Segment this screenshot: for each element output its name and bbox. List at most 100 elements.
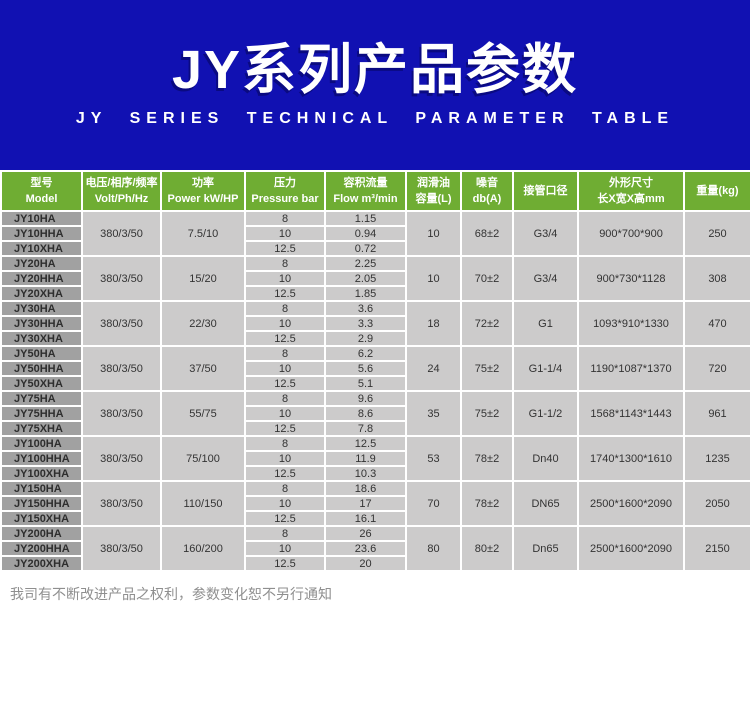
model-cell: JY200XHA: [0, 555, 83, 572]
power-cell: 7.5/10: [160, 210, 246, 257]
model-cell: JY50HA: [0, 345, 83, 362]
weight-cell: 720: [683, 345, 750, 392]
oil-capacity-cell: 10: [405, 255, 462, 302]
model-cell: JY100HHA: [0, 450, 83, 467]
page-subtitle: JY SERIES TECHNICAL PARAMETER TABLE: [75, 110, 675, 127]
oil-capacity-cell: 24: [405, 345, 462, 392]
table-row: JY150HHA 10 17: [0, 495, 750, 512]
pressure-cell: 10: [244, 225, 326, 242]
model-cell: JY100HA: [0, 435, 83, 452]
voltage-cell: 380/3/50: [81, 345, 162, 392]
table-row: JY50HA 380/3/50 37/50 8 6.2 24 75±2 G1-1/4 1190*…: [0, 345, 750, 392]
column-header-sublabel: Model: [25, 193, 58, 205]
flow-cell: 5.6: [324, 360, 407, 377]
pressure-cell: 8: [244, 255, 326, 272]
noise-cell: 72±2: [460, 300, 514, 347]
column-header-label: 接管口径: [523, 184, 568, 197]
model-cell: JY10HHA: [0, 225, 83, 242]
dimensions-cell: 2500*1600*2090: [577, 480, 685, 527]
model-cell: JY30HA: [0, 300, 83, 317]
noise-cell: 70±2: [460, 255, 514, 302]
column-header-label: 功率: [192, 176, 214, 189]
page-title: JY系列产品参数: [171, 40, 579, 100]
pressure-cell: 10: [244, 495, 326, 512]
pressure-cell: 8: [244, 390, 326, 407]
model-cell: JY200HA: [0, 525, 83, 542]
parameter-table: 型号 Model 电压/相序/频率 Volt/Ph/Hz 功率 Power kW…: [0, 170, 750, 572]
voltage-cell: 380/3/50: [81, 480, 162, 527]
noise-cell: 75±2: [460, 345, 514, 392]
model-cell: JY150HHA: [0, 495, 83, 512]
column-header-noise: 噪音 db(A): [460, 170, 514, 212]
pressure-cell: 8: [244, 210, 326, 227]
flow-cell: 5.1: [324, 375, 407, 392]
pressure-cell: 10: [244, 405, 326, 422]
column-header-label: 重量(kg): [696, 184, 739, 197]
power-cell: 22/30: [160, 300, 246, 347]
pressure-cell: 10: [244, 360, 326, 377]
dimensions-cell: 1093*910*1330: [577, 300, 685, 347]
column-header-voltage: 电压/相序/频率 Volt/Ph/Hz: [81, 170, 162, 212]
table-row: JY20HHA 10 2.05: [0, 270, 750, 287]
weight-cell: 470: [683, 300, 750, 347]
column-header-sublabel: Pressure bar: [251, 193, 319, 205]
oil-capacity-cell: 70: [405, 480, 462, 527]
flow-cell: 16.1: [324, 510, 407, 527]
dimensions-cell: 900*730*1128: [577, 255, 685, 302]
column-header-sublabel: Flow m³/min: [333, 193, 398, 205]
table-row: JY200XHA 12.5 20: [0, 555, 750, 572]
flow-cell: 18.6: [324, 480, 407, 497]
dimensions-cell: 1568*1143*1443: [577, 390, 685, 437]
pressure-cell: 12.5: [244, 240, 326, 257]
oil-capacity-cell: 80: [405, 525, 462, 572]
column-header-sublabel: db(A): [472, 193, 502, 205]
model-cell: JY75XHA: [0, 420, 83, 437]
flow-cell: 2.05: [324, 270, 407, 287]
pipe-diameter-cell: G1-1/4: [512, 345, 579, 392]
model-cell: JY50HHA: [0, 360, 83, 377]
model-cell: JY20XHA: [0, 285, 83, 302]
flow-cell: 17: [324, 495, 407, 512]
model-cell: JY30XHA: [0, 330, 83, 347]
flow-cell: 2.9: [324, 330, 407, 347]
table-row: JY100HHA 10 11.9: [0, 450, 750, 467]
table-row: JY50XHA 12.5 5.1: [0, 375, 750, 392]
table-body: JY10HA 380/3/50 7.5/10 8 1.15 10 68±2 G3/4 900*7…: [0, 210, 750, 572]
column-header-pipe-diameter: 接管口径: [512, 170, 579, 212]
pressure-cell: 12.5: [244, 555, 326, 572]
model-cell: JY200HHA: [0, 540, 83, 557]
pressure-cell: 10: [244, 315, 326, 332]
voltage-cell: 380/3/50: [81, 435, 162, 482]
column-header-sublabel: 容量(L): [415, 193, 452, 205]
weight-cell: 961: [683, 390, 750, 437]
flow-cell: 9.6: [324, 390, 407, 407]
oil-capacity-cell: 53: [405, 435, 462, 482]
column-header-sublabel: Power kW/HP: [167, 193, 239, 205]
column-header-label: 外形尺寸: [609, 176, 653, 189]
table-row: JY200HHA 10 23.6: [0, 540, 750, 557]
pressure-cell: 8: [244, 435, 326, 452]
table-row: JY30HHA 10 3.3: [0, 315, 750, 332]
model-cell: JY75HA: [0, 390, 83, 407]
table-row: JY150HA 380/3/50 110/150 8 18.6 70 78±2 DN65 250…: [0, 480, 750, 527]
power-cell: 37/50: [160, 345, 246, 392]
pressure-cell: 8: [244, 525, 326, 542]
power-cell: 160/200: [160, 525, 246, 572]
model-cell: JY150XHA: [0, 510, 83, 527]
pressure-cell: 12.5: [244, 420, 326, 437]
flow-cell: 23.6: [324, 540, 407, 557]
footer-note: 我司有不断改进产品之权利，参数变化恕不另行通知: [10, 586, 332, 602]
flow-cell: 6.2: [324, 345, 407, 362]
table-row: JY75HA 380/3/50 55/75 8 9.6 35 75±2 G1-1/2 1568*…: [0, 390, 750, 437]
table-row: JY20HA 380/3/50 15/20 8 2.25 10 70±2 G3/4 900*73…: [0, 255, 750, 302]
oil-capacity-cell: 18: [405, 300, 462, 347]
pressure-cell: 8: [244, 480, 326, 497]
column-header-label: 噪音: [476, 176, 498, 189]
pressure-cell: 10: [244, 540, 326, 557]
flow-cell: 10.3: [324, 465, 407, 482]
power-cell: 15/20: [160, 255, 246, 302]
voltage-cell: 380/3/50: [81, 300, 162, 347]
column-header-label: 润滑油: [417, 176, 450, 189]
column-header-power: 功率 Power kW/HP: [160, 170, 246, 212]
pipe-diameter-cell: G3/4: [512, 255, 579, 302]
